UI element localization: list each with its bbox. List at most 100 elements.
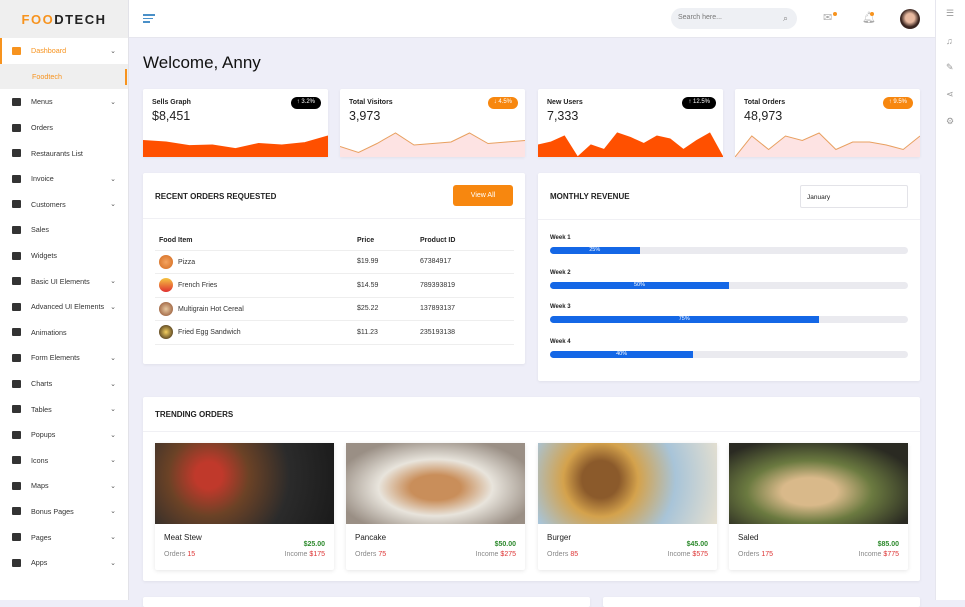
progress-fill: 75%: [550, 316, 819, 323]
avatar[interactable]: [900, 9, 920, 29]
price: $11.23: [353, 320, 416, 345]
sparkline-area: [143, 136, 328, 157]
food-image: [729, 443, 908, 524]
stat-card: Sells Graph $8,451 ↑ 3.2%: [143, 89, 328, 157]
gear-icon[interactable]: ⚙: [946, 116, 955, 126]
bell-icon[interactable]: ♫: [946, 36, 953, 46]
sidebar-item-label: Maps: [31, 481, 49, 491]
sidebar-item-pages[interactable]: Pages ⌄: [0, 524, 128, 550]
week-label: Week 1: [550, 235, 571, 241]
arrow-up-icon: ↑: [296, 99, 300, 105]
sidebar-item-form-elements[interactable]: Form Elements ⌄: [0, 345, 128, 371]
sidebar-item-tables[interactable]: Tables ⌄: [0, 396, 128, 422]
trending-item[interactable]: Meat Stew $25.00 Orders 15 Income $175: [155, 443, 334, 570]
chevron-down-icon: ⌄: [110, 201, 116, 209]
sidebar-item-label: Tables: [31, 404, 52, 414]
sidebar-item-popups[interactable]: Popups ⌄: [0, 422, 128, 448]
sparkline: [735, 132, 920, 157]
sidebar-item-orders[interactable]: Orders: [0, 115, 128, 141]
stat-value: 48,973: [744, 109, 783, 123]
chevron-down-icon: ⌄: [110, 380, 116, 388]
sidebar-item-label: Customers: [31, 199, 66, 209]
sidebar-item-bonus-pages[interactable]: Bonus Pages ⌄: [0, 499, 128, 525]
sidebar-item-invoice[interactable]: Invoice ⌄: [0, 166, 128, 192]
food-price: $45.00: [686, 541, 708, 548]
month-select[interactable]: January: [800, 185, 908, 208]
menu-toggle-icon[interactable]: [143, 14, 155, 25]
sidebar-item-icons[interactable]: Icons ⌄: [0, 448, 128, 474]
trending-item[interactable]: Pancake $50.00 Orders 75 Income $275: [346, 443, 525, 570]
table-row[interactable]: Fried Egg Sandwich $11.23 235193138: [155, 320, 514, 345]
chevron-down-icon: ⌄: [110, 278, 116, 286]
sidebar-item-advanced-ui-elements[interactable]: Advanced UI Elements ⌄: [0, 294, 128, 320]
form-elements-icon: [12, 353, 21, 362]
progress-fill: 40%: [550, 350, 694, 358]
logo[interactable]: F OO DTECH: [0, 0, 128, 38]
sidebar-item-label: Basic UI Elements: [31, 276, 90, 286]
sidebar-item-foodtech[interactable]: Foodtech: [0, 63, 128, 90]
sidebar-item-label: Widgets: [31, 251, 57, 261]
sidebar-item-maps[interactable]: Maps ⌄: [0, 473, 128, 499]
customers-icon: [12, 200, 21, 209]
sidebar-item-sales[interactable]: Sales: [0, 217, 128, 243]
share-icon[interactable]: ⋖: [946, 89, 954, 99]
trend-badge: ↑ 9.5%: [882, 97, 913, 109]
advanced-ui-elements-icon: [12, 302, 21, 311]
invoice-icon: [12, 174, 21, 183]
progress-fill: 50%: [550, 281, 729, 289]
sidebar-item-basic-ui-elements[interactable]: Basic UI Elements ⌄: [0, 268, 128, 294]
search-icon[interactable]: ⌕: [782, 13, 788, 23]
sparkline-area: [340, 133, 525, 157]
food-name: Pancake: [355, 533, 387, 542]
sidebar-item-widgets[interactable]: Widgets: [0, 243, 128, 269]
food-name: Fried Egg Sandwich: [178, 329, 241, 337]
search-input[interactable]: Search here... ⌕: [671, 8, 797, 29]
trend-value: 12.5%: [692, 99, 710, 105]
progress-bar: 75%: [550, 316, 908, 323]
orders-icon: [12, 123, 21, 132]
sidebar-item-label: Restaurants List: [31, 148, 83, 158]
trend-value: 3.2%: [301, 99, 315, 105]
table-row[interactable]: French Fries $14.59 789393819: [155, 273, 514, 298]
food-thumbnail: [159, 278, 173, 293]
income: Income $575: [667, 551, 709, 558]
sidebar-item-label: Form Elements: [31, 353, 80, 363]
food-thumbnail: [159, 301, 173, 316]
stat-card: Total Visitors 3,973 ↓ 4.5%: [340, 89, 525, 157]
sidebar-item-customers[interactable]: Customers ⌄: [0, 192, 128, 218]
stat-value: $8,451: [152, 109, 191, 123]
sparkline: [538, 132, 723, 157]
orders-count: Orders 85: [547, 551, 579, 558]
sidebar-item-apps[interactable]: Apps ⌄: [0, 550, 128, 576]
trending-item[interactable]: Saled $85.00 Orders 175 Income $775: [729, 443, 908, 570]
sidebar-item-animations[interactable]: Animations: [0, 320, 128, 346]
stat-label: Sells Graph: [152, 99, 191, 106]
food-thumbnail: [159, 254, 173, 269]
progress-bar: 25%: [550, 247, 908, 254]
table-row[interactable]: Pizza $19.99 67384917: [155, 250, 514, 274]
list-icon[interactable]: ☰: [946, 8, 955, 18]
basic-ui-elements-icon: [12, 277, 21, 286]
price: $25.22: [353, 297, 416, 321]
chevron-down-icon: ⌄: [110, 534, 116, 542]
sidebar-item-charts[interactable]: Charts ⌄: [0, 371, 128, 397]
animations-icon: [12, 328, 21, 337]
pencil-icon[interactable]: ✎: [946, 62, 954, 72]
sparkline-line: [143, 135, 328, 150]
table-row[interactable]: Multigrain Hot Cereal $25.22 137893137: [155, 297, 514, 321]
sidebar-item-restaurants-list[interactable]: Restaurants List: [0, 140, 128, 166]
stat-label: New Users: [547, 99, 583, 106]
column-header: Product ID: [416, 231, 514, 251]
card-title: TRENDING ORDERS: [155, 410, 234, 419]
food-price: $85.00: [877, 541, 899, 548]
trending-item[interactable]: Burger $45.00 Orders 85 Income $575: [538, 443, 717, 570]
chevron-down-icon: ⌄: [110, 406, 116, 414]
sidebar-item-label: Menus: [31, 97, 53, 107]
mail-icon[interactable]: ✉: [823, 12, 833, 24]
view-all-button[interactable]: View All: [453, 185, 513, 206]
sparkline: [340, 132, 525, 157]
tables-icon: [12, 405, 21, 414]
sidebar-item-dashboard[interactable]: Dashboard ⌄: [0, 38, 128, 64]
sidebar-item-menus[interactable]: Menus ⌄: [0, 89, 128, 115]
sparkline-line: [538, 132, 723, 157]
